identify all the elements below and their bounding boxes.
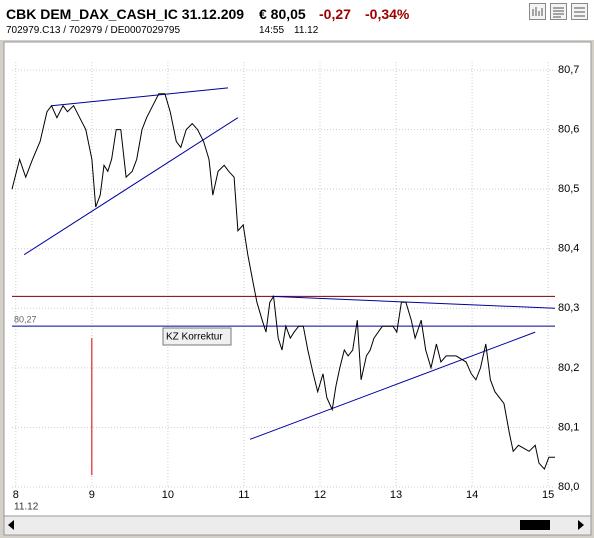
change: -0,27 — [319, 6, 351, 22]
annotation-box — [162, 327, 232, 346]
scroll-left[interactable] — [8, 520, 14, 530]
header: CBK DEM_DAX_CASH_IC 31.12.209 € 80,05 -0… — [0, 0, 594, 40]
x-tick-label: 15 — [542, 489, 554, 501]
toolbar — [529, 3, 588, 20]
scroll-thumb[interactable] — [520, 520, 550, 530]
x-tick-label: 9 — [89, 489, 95, 501]
y-tick-label: 80,7 — [558, 64, 579, 76]
icon-glyph — [574, 7, 585, 17]
level-label: 80,27 — [14, 315, 37, 325]
x-tick-label: 11 — [238, 489, 249, 501]
price: € 80,05 — [259, 6, 306, 22]
trend-line — [249, 331, 536, 440]
trend-line — [272, 295, 556, 309]
ids: 702979.C13 / 702979 / DE0007029795 — [6, 25, 181, 36]
title: CBK DEM_DAX_CASH_IC 31.12.209 — [6, 6, 245, 22]
trend-line — [23, 117, 239, 256]
time: 14:55 — [259, 25, 285, 36]
x-tick-label: 12 — [314, 489, 326, 501]
y-tick-label: 80,4 — [558, 243, 579, 255]
icon-glyph — [553, 7, 564, 18]
scroll-right[interactable] — [578, 520, 584, 530]
price-line — [11, 93, 555, 471]
chart: 80,0 80,1 80,2 80,3 80,4 80,5 80,6 80,7 8 9 10 11 12… — [3, 41, 592, 536]
y-tick-label: 80,1 — [558, 421, 579, 433]
y-tick-label: 80,5 — [558, 183, 579, 195]
x-tick-label: 13 — [390, 489, 402, 501]
chart-frame — [3, 41, 592, 517]
icon-bars[interactable] — [529, 3, 546, 20]
x-tick-label: 14 — [466, 489, 478, 501]
scrollbar[interactable] — [3, 515, 592, 536]
y-tick-label: 80,0 — [558, 481, 579, 493]
date: 11.12 — [294, 25, 319, 36]
x-tick-label: 10 — [162, 489, 174, 501]
date-label: 11.12 — [14, 502, 39, 513]
y-tick-label: 80,6 — [558, 123, 579, 135]
trend-line — [51, 87, 229, 107]
y-tick-label: 80,2 — [558, 362, 579, 374]
y-tick-label: 80,3 — [558, 302, 579, 314]
icon-glyph — [532, 7, 543, 16]
x-tick-label: 8 — [13, 489, 19, 501]
change-pct: -0,34% — [365, 6, 410, 22]
annotation-text: KZ Korrektur — [166, 332, 223, 343]
annotation: KZ Korrektur — [162, 327, 232, 346]
